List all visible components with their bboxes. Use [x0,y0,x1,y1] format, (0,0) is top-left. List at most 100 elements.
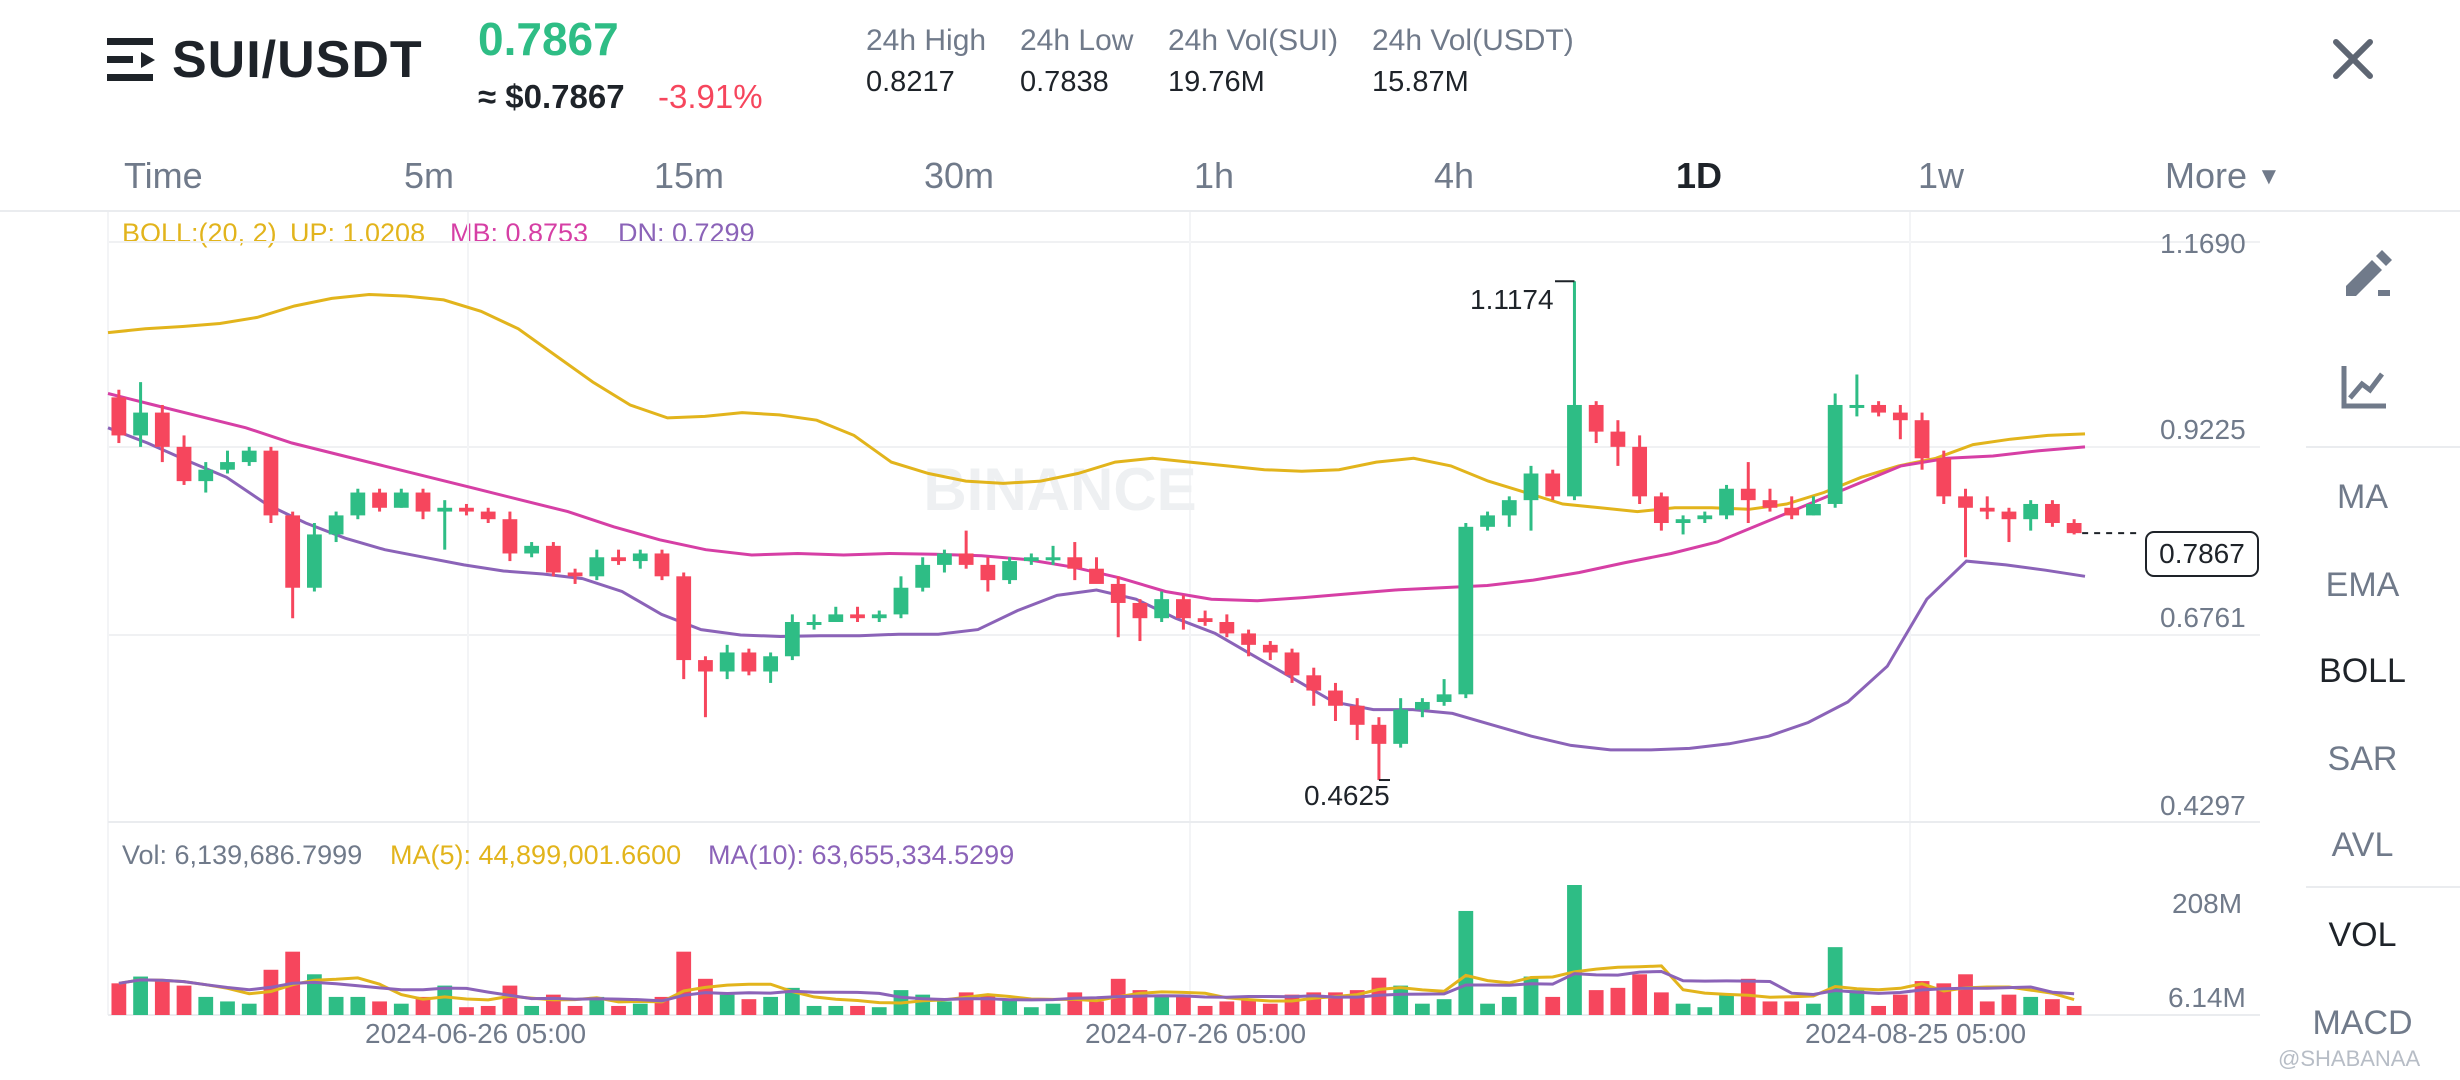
candle-body [2045,503,2060,524]
candle-body [285,515,301,588]
right-menu-divider-top [2306,446,2460,448]
volume-bar [1545,996,1561,1015]
menu-icon[interactable] [105,36,159,84]
volume-bar [480,1005,496,1015]
volume-bar [1045,1003,1061,1015]
vol-axis-max: 208M [2172,888,2243,919]
candle-body [545,545,561,573]
tab-15m[interactable]: 15m [654,155,725,196]
menu-avl[interactable]: AVL [2331,826,2394,864]
candle-body [2066,523,2082,534]
tab-time[interactable]: Time [124,155,203,196]
volume-bar [1958,974,1973,1015]
volume-bar [154,981,170,1015]
volume-bar [741,999,757,1015]
volume-bar [1262,1003,1278,1015]
indicator-chart-icon[interactable] [2340,362,2390,412]
candle-body [1045,557,1061,561]
tab-1w[interactable]: 1w [1918,155,1965,196]
boll-upper-line [107,292,2086,514]
candle-body [1002,561,1017,581]
tab-5m[interactable]: 5m [404,155,455,196]
volume-bar [437,985,453,1015]
candle-body [524,545,540,554]
draw-tool-icon[interactable] [2338,246,2394,302]
price-axis-label-3: 0.6761 [2160,602,2246,633]
candle-body [1284,652,1300,676]
candle-body [1740,488,1756,501]
vol-value: Vol: 6,139,686.7999 [122,840,363,870]
candle-body [241,450,257,463]
tab-30m[interactable]: 30m [924,155,995,196]
candle-body [871,614,887,619]
candle-body [1588,404,1604,432]
menu-macd[interactable]: MACD [2312,1004,2413,1042]
volume-bar [567,1005,583,1015]
candle-body [133,412,148,436]
caret-down-icon: ▼ [2257,163,2281,190]
menu-vol[interactable]: VOL [2328,916,2397,954]
candle-body [459,507,474,512]
volume-bar [241,1003,257,1015]
volume-bar [2066,1005,2082,1015]
candle-body [437,507,453,512]
candle-body [220,462,235,470]
candle-body [2001,511,2017,520]
volume-bar [1023,1007,1039,1015]
tab-1d[interactable]: 1D [1676,155,1723,196]
candle-body [1610,431,1626,447]
candle-body [1349,705,1365,725]
candles-group [111,281,2082,781]
volume-bar [1740,978,1756,1015]
volume-bar [1632,974,1648,1015]
volume-bar [133,976,148,1015]
tab-4h[interactable]: 4h [1434,155,1475,196]
volume-bar [589,996,605,1015]
change-percent: -3.91% [658,78,763,115]
menu-sar[interactable]: SAR [2327,740,2398,778]
pair-title[interactable]: SUI/USDT [172,31,423,89]
volume-bars-group [111,885,2082,1015]
close-icon[interactable] [2330,36,2376,82]
volume-bar [1784,1001,1800,1015]
candle-body [915,564,931,588]
candle-body [1132,602,1148,619]
tab-more-label: More [2165,155,2248,196]
candle-body [1914,420,1930,459]
menu-ma[interactable]: MA [2337,478,2388,516]
volume-bar [1762,1001,1778,1015]
candle-body [1393,709,1409,744]
volume-bar [1588,990,1604,1015]
candle-body [372,492,387,508]
date-label-3: 2024-08-25 05:00 [1805,1018,2027,1049]
candle-body [1219,622,1235,634]
volume-bar [611,1005,626,1015]
candle-body [1480,515,1495,527]
candle-body [1827,404,1843,504]
stat-24h-high-value: 0.8217 [866,66,955,98]
tab-more[interactable]: More ▼ [2165,155,2281,197]
volume-bar [220,1001,235,1015]
menu-ema[interactable]: EMA [2325,566,2400,604]
candle-body [763,656,779,672]
candle-body [676,576,692,661]
candle-body [263,450,279,516]
tab-1h[interactable]: 1h [1194,155,1235,196]
candle-body [480,511,496,520]
menu-boll[interactable]: BOLL [2319,652,2406,690]
candle-body [1719,488,1734,516]
candle-body [1958,496,1973,508]
volume-bar [307,974,322,1015]
volume-bar [871,1007,887,1015]
candle-body [611,557,626,562]
candle-body [1436,694,1452,702]
volume-bar [176,985,192,1015]
volume-bar [1697,1007,1713,1015]
stat-24h-low-value: 0.7838 [1020,66,1109,98]
candle-body [2023,503,2039,520]
volume-bar [459,1007,474,1015]
candle-body [741,652,757,672]
candle-body [1197,618,1213,623]
volume-bar [1567,885,1582,1015]
